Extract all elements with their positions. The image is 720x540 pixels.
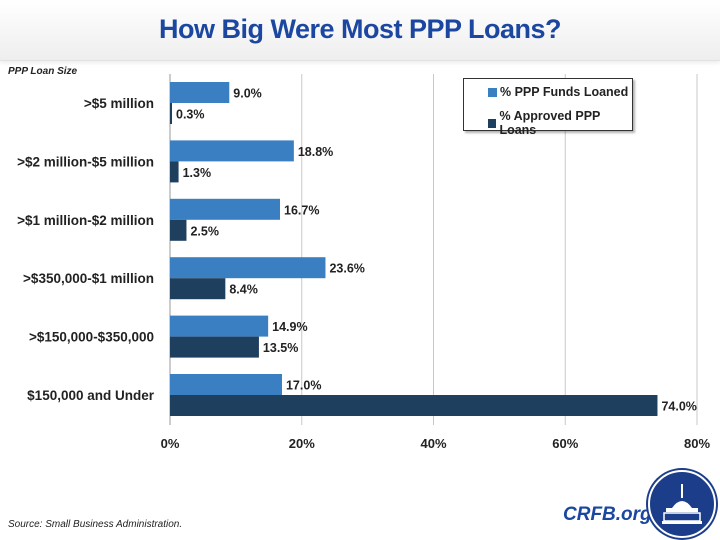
bar-funds-loaned <box>170 374 282 395</box>
data-label: 14.9% <box>272 320 307 334</box>
x-tick-label: 60% <box>552 436 578 451</box>
crfb-capitol-logo <box>648 470 716 538</box>
bar-funds-loaned <box>170 315 269 337</box>
data-label: 0.3% <box>176 108 205 122</box>
bar-funds-loaned <box>170 257 326 279</box>
legend-item-funds: % PPP Funds Loaned <box>488 85 628 99</box>
x-tick-label: 0% <box>161 436 180 451</box>
x-tick-label: 20% <box>289 436 315 451</box>
legend-swatch-funds <box>488 87 497 97</box>
bar-approved-loans <box>170 278 226 300</box>
legend-label: % PPP Funds Loaned <box>500 85 629 99</box>
data-label: 18.8% <box>298 145 333 159</box>
data-label: 23.6% <box>329 262 364 276</box>
legend-swatch-approved <box>488 118 497 128</box>
x-tick-label: 80% <box>684 436 710 451</box>
data-label: 8.4% <box>229 283 258 297</box>
y-axis-title: PPP Loan Size <box>8 66 78 77</box>
data-label: 74.0% <box>661 400 696 414</box>
category-label: >$150,000-$350,000 <box>29 330 154 345</box>
bar-approved-loans <box>170 336 259 358</box>
header-bar: How Big Were Most PPP Loans? <box>0 0 720 61</box>
bar-funds-loaned <box>170 140 294 162</box>
legend: % PPP Funds Loaned % Approved PPP Loans <box>463 78 633 137</box>
bar-funds-loaned <box>170 198 281 220</box>
data-label: 17.0% <box>286 379 321 393</box>
page-title: How Big Were Most PPP Loans? <box>158 14 562 44</box>
x-tick-label: 40% <box>420 436 446 451</box>
brand-link[interactable]: CRFB.org <box>563 504 652 525</box>
source-note: Source: Small Business Administration. <box>8 519 183 530</box>
category-label: >$2 million-$5 million <box>17 154 154 169</box>
data-label: 13.5% <box>263 341 298 355</box>
capitol-icon <box>662 484 702 524</box>
category-label: >$350,000-$1 million <box>23 271 154 286</box>
category-label: >$1 million-$2 million <box>17 213 154 228</box>
category-label: >$5 million <box>84 96 154 111</box>
legend-label: % Approved PPP Loans <box>499 109 601 137</box>
bar-approved-loans <box>170 395 658 416</box>
bar-approved-loans <box>170 103 172 124</box>
data-label: 2.5% <box>190 224 219 238</box>
category-label: $150,000 and Under <box>27 388 155 403</box>
bar-approved-loans <box>170 219 187 241</box>
data-label: 9.0% <box>233 87 262 101</box>
data-label: 16.7% <box>284 203 319 217</box>
bar-funds-loaned <box>170 82 230 103</box>
bar-approved-loans <box>170 161 179 183</box>
data-label: 1.3% <box>183 166 212 180</box>
legend-item-approved: % Approved PPP Loans <box>488 109 632 137</box>
